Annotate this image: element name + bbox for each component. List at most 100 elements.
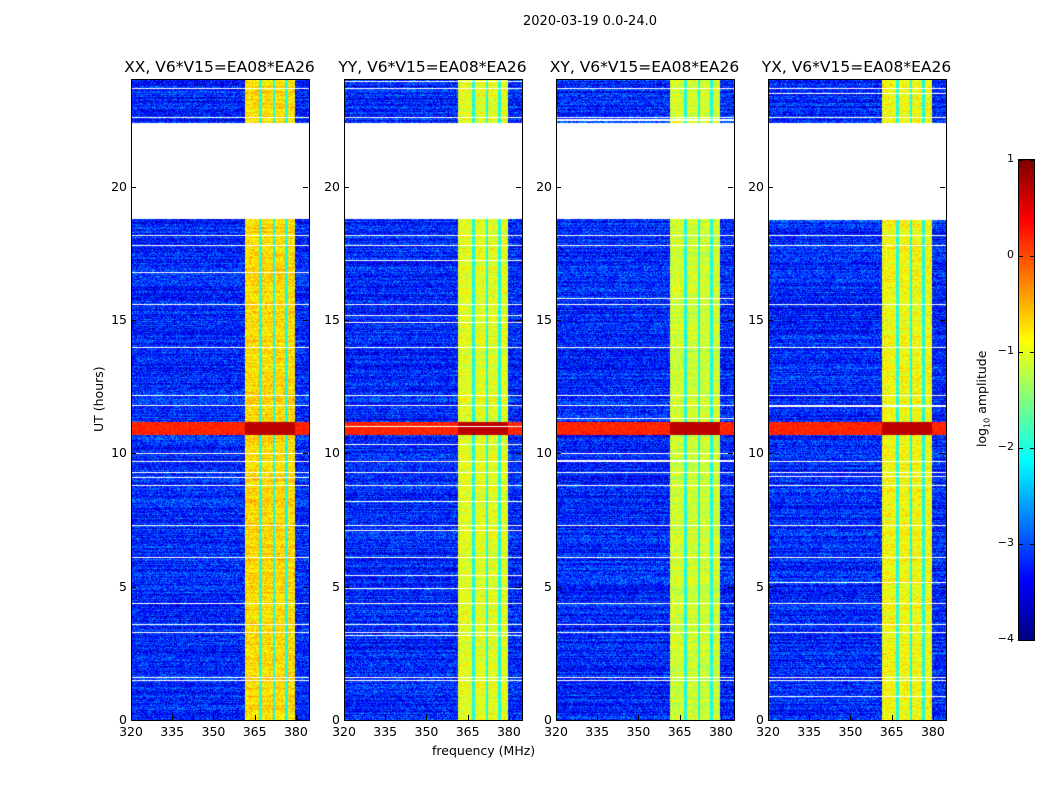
y-tick-label: 20: [748, 178, 764, 194]
x-tick-label: 365: [455, 724, 480, 739]
y-tick-mark: [940, 186, 945, 188]
y-tick-mark: [131, 320, 136, 321]
x-tick-mark: [131, 715, 132, 720]
y-tick-mark: [303, 720, 308, 721]
y-tick-label: 0: [756, 712, 764, 727]
x-tick-mark: [213, 715, 215, 720]
y-tick-mark: [768, 320, 773, 321]
y-tick-label: 10: [111, 445, 127, 461]
x-tick-label: 380: [496, 724, 521, 739]
colorbar-tick-mark: [1030, 640, 1034, 641]
x-tick-label: 380: [708, 724, 733, 739]
x-tick-label: 335: [160, 724, 185, 739]
y-tick-label: 10: [324, 445, 340, 461]
y-tick-mark: [516, 186, 521, 188]
y-tick-mark: [516, 453, 521, 455]
y-tick-label: 20: [536, 178, 552, 194]
colorbar-tick-mark: [1030, 160, 1034, 161]
colorbar-tick-label: −2: [997, 440, 1014, 453]
panel-title: XX, V6*V15=EA08*EA26: [124, 58, 315, 76]
x-tick-label: 335: [373, 724, 398, 739]
y-tick-mark: [556, 453, 561, 455]
heatmap-image: [769, 80, 946, 720]
colorbar-tick-label: 0: [1007, 248, 1014, 261]
y-tick-mark: [344, 586, 349, 588]
y-tick-mark: [516, 586, 521, 588]
y-tick-label: 15: [324, 312, 340, 327]
x-tick-mark: [556, 715, 557, 720]
y-tick-mark: [556, 720, 561, 721]
colorbar-tick-mark: [1019, 256, 1023, 257]
heatmap-panel: [768, 79, 947, 721]
y-tick-mark: [728, 720, 733, 721]
x-tick-label: 320: [544, 724, 568, 739]
colorbar-tick-label: −3: [997, 536, 1014, 549]
x-tick-label: 350: [626, 724, 651, 739]
y-tick-mark: [556, 320, 561, 321]
heatmap-panel: [556, 79, 735, 721]
y-tick-mark: [728, 586, 733, 588]
y-tick-mark: [768, 720, 773, 721]
colorbar-tick-mark: [1019, 448, 1023, 449]
x-tick-mark: [295, 715, 297, 720]
colorbar-tick-mark: [1019, 160, 1023, 161]
x-tick-label: 320: [119, 724, 143, 739]
y-tick-mark: [556, 186, 561, 188]
x-tick-mark: [850, 715, 852, 720]
x-tick-mark: [891, 715, 893, 720]
y-tick-mark: [303, 453, 308, 455]
y-tick-mark: [516, 720, 521, 721]
y-axis-label: UT (hours): [91, 366, 106, 432]
y-tick-mark: [940, 453, 945, 455]
x-tick-mark: [679, 715, 681, 720]
y-tick-label: 20: [324, 178, 340, 194]
x-tick-mark: [768, 715, 769, 720]
figure-title: 2020-03-19 0.0-24.0: [523, 14, 657, 29]
x-tick-label: 320: [756, 724, 780, 739]
colorbar-tick-mark: [1019, 544, 1023, 545]
y-tick-mark: [344, 320, 349, 321]
y-tick-mark: [131, 586, 136, 588]
y-tick-mark: [303, 186, 308, 188]
colorbar-tick-mark: [1030, 352, 1034, 353]
colorbar-tick-mark: [1030, 256, 1034, 257]
x-axis-label: frequency (MHz): [432, 743, 536, 758]
colorbar-tick-mark: [1019, 352, 1023, 353]
x-tick-label: 320: [332, 724, 356, 739]
y-tick-mark: [344, 453, 349, 455]
y-tick-label: 10: [748, 445, 764, 461]
panel-title: YY, V6*V15=EA08*EA26: [338, 58, 527, 76]
y-tick-label: 0: [332, 712, 340, 727]
heatmap-panel: [344, 79, 523, 721]
y-tick-mark: [940, 586, 945, 588]
y-tick-label: 15: [111, 312, 127, 327]
y-tick-mark: [556, 586, 561, 588]
x-tick-label: 335: [585, 724, 610, 739]
y-tick-mark: [728, 186, 733, 188]
panel-title: YX, V6*V15=EA08*EA26: [761, 58, 952, 76]
y-tick-mark: [131, 720, 136, 721]
colorbar-tick-mark: [1019, 640, 1023, 641]
y-tick-label: 10: [536, 445, 552, 461]
heatmap-image: [132, 80, 309, 720]
x-tick-label: 350: [838, 724, 863, 739]
x-tick-label: 365: [879, 724, 904, 739]
x-tick-mark: [638, 715, 640, 720]
x-tick-label: 380: [283, 724, 308, 739]
y-tick-mark: [131, 186, 136, 188]
y-tick-label: 5: [756, 578, 764, 594]
colorbar-tick-label: 1: [1007, 152, 1014, 165]
x-tick-mark: [385, 715, 387, 720]
y-tick-mark: [940, 320, 945, 321]
x-tick-mark: [720, 715, 722, 720]
heatmap-image: [557, 80, 734, 720]
colorbar-tick-mark: [1030, 544, 1034, 545]
x-tick-label: 365: [242, 724, 267, 739]
y-tick-mark: [516, 320, 521, 321]
y-tick-label: 15: [536, 312, 552, 327]
colorbar: [1018, 159, 1035, 641]
y-tick-label: 0: [119, 712, 127, 727]
x-tick-mark: [932, 715, 934, 720]
y-tick-label: 5: [544, 578, 552, 594]
